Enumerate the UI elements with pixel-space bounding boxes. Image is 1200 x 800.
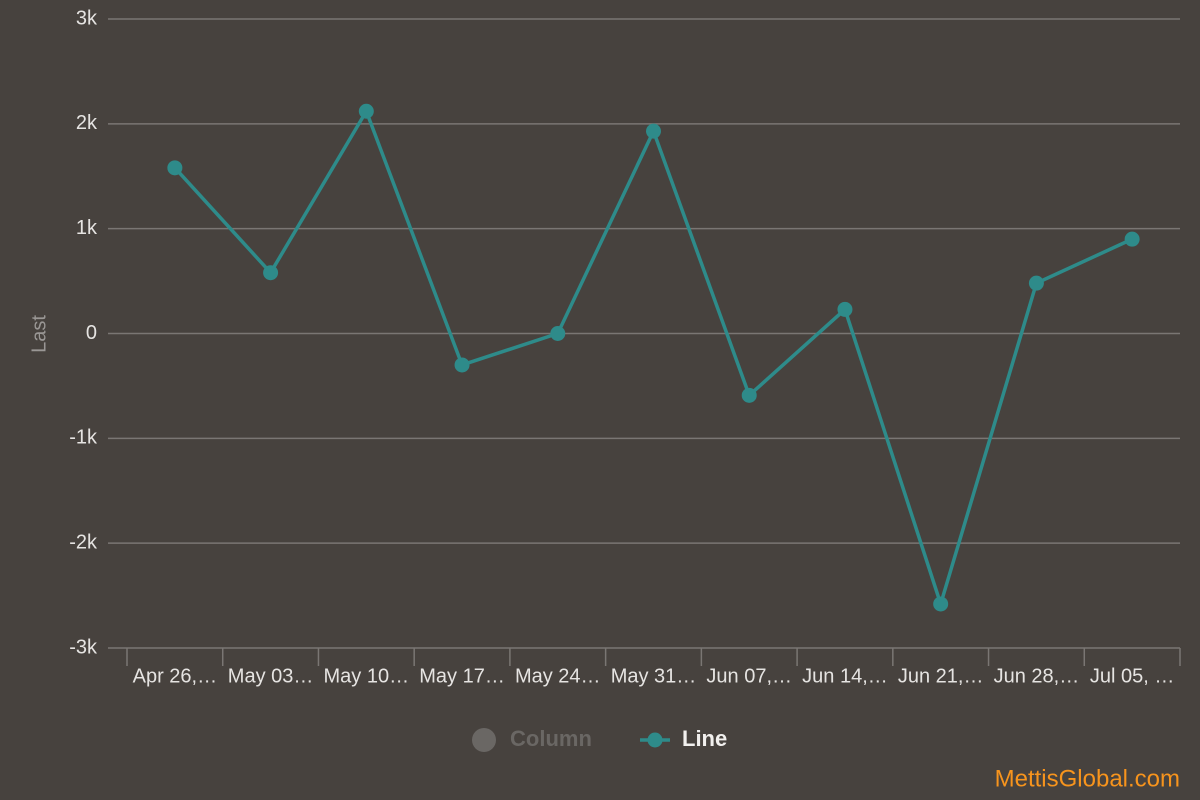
- y-tick-label: 3k: [76, 7, 98, 29]
- x-tick-label: May 17…: [419, 665, 505, 687]
- data-point: [263, 265, 279, 281]
- x-tick-label: May 10…: [324, 665, 410, 687]
- watermark[interactable]: MettisGlobal.com: [995, 765, 1180, 792]
- y-axis-title: Last: [28, 315, 50, 353]
- data-point: [741, 387, 757, 403]
- x-tick-label: Jun 07,…: [706, 665, 792, 687]
- data-point: [550, 326, 566, 341]
- legend-marker[interactable]: [647, 732, 663, 748]
- y-tick-label: 0: [86, 322, 97, 344]
- x-tick-label: Jun 14,…: [802, 665, 888, 687]
- y-tick-label: -1k: [69, 427, 98, 449]
- y-tick-label: -3k: [69, 636, 98, 658]
- data-point: [454, 357, 470, 373]
- x-tick-label: May 03…: [228, 665, 314, 687]
- y-tick-label: 2k: [76, 112, 98, 134]
- legend-marker[interactable]: [472, 728, 496, 752]
- data-point: [1028, 275, 1044, 291]
- legend-label[interactable]: Column: [510, 726, 592, 751]
- y-tick-label: 1k: [76, 217, 98, 239]
- x-tick-label: Jun 21,…: [898, 665, 984, 687]
- x-tick-label: Apr 26,…: [133, 665, 217, 687]
- data-point: [837, 301, 853, 317]
- legend-label[interactable]: Line: [682, 726, 727, 751]
- data-point: [1124, 231, 1140, 247]
- data-point: [358, 103, 374, 119]
- x-tick-label: May 31…: [611, 665, 697, 687]
- data-point: [646, 123, 661, 139]
- x-tick-label: Jul 05, …: [1090, 665, 1174, 687]
- y-tick-label: -2k: [69, 531, 98, 553]
- x-tick-label: May 24…: [515, 665, 601, 687]
- data-point: [167, 160, 183, 176]
- data-point: [933, 596, 949, 612]
- x-tick-label: Jun 28,…: [994, 665, 1080, 687]
